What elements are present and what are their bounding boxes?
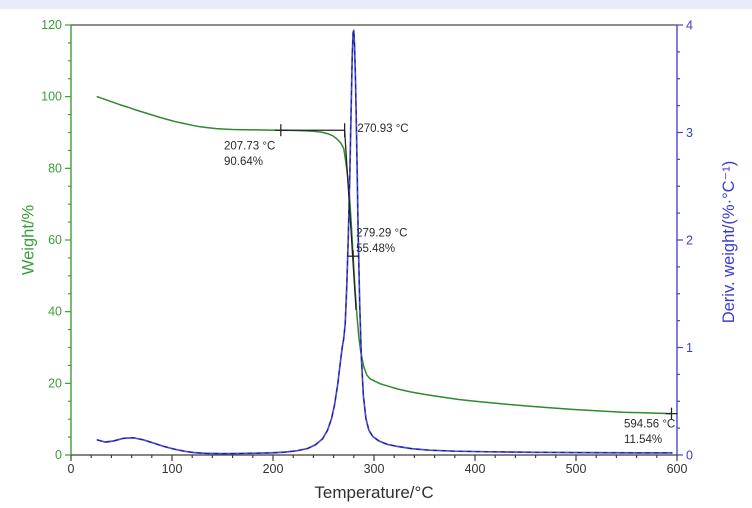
top-strip — [0, 0, 752, 9]
onset-point-label: 90.64% — [224, 156, 263, 168]
y-axis-title-right: Deriv. weight/(%·°C⁻¹) — [720, 160, 738, 324]
yl-tick-label: 120 — [41, 18, 62, 32]
yr-tick-label: 1 — [686, 341, 693, 355]
residue-point-label: 594.56 °C — [624, 418, 675, 430]
yl-tick-label: 100 — [41, 90, 62, 104]
x-tick-label: 100 — [162, 462, 183, 476]
x-tick-label: 500 — [566, 462, 587, 476]
x-tick-label: 0 — [68, 462, 75, 476]
y-axis-title-left: Weight/% — [19, 204, 38, 276]
x-tick-label: 400 — [465, 462, 486, 476]
yl-tick-label: 80 — [48, 161, 62, 175]
yr-tick-label: 0 — [686, 449, 693, 463]
yl-tick-label: 20 — [48, 376, 62, 390]
weight-curve — [96, 95, 673, 415]
yr-tick-label: 3 — [686, 126, 693, 140]
inflection-tangent-line — [344, 130, 357, 310]
x-tick-label: 600 — [667, 462, 688, 476]
x-axis-title: Temperature/°C — [314, 483, 434, 502]
deriv_weight-dashed-overlay — [97, 29, 672, 455]
yr-tick-label: 2 — [686, 234, 693, 248]
yr-tick-label: 4 — [686, 19, 693, 33]
yl-tick-label: 40 — [48, 305, 62, 319]
yl-tick-label: 0 — [55, 448, 62, 462]
midpoint-label: 55.48% — [356, 243, 395, 255]
residue-point-label: 11.54% — [624, 434, 662, 446]
yl-tick-label: 60 — [48, 233, 62, 247]
x-tick-label: 300 — [364, 462, 385, 476]
onset-point-label: 207.73 °C — [224, 140, 275, 152]
extrapolated-onset-point-label: 270.93 °C — [357, 123, 408, 135]
x-tick-label: 200 — [263, 462, 284, 476]
midpoint-label: 279.29 °C — [356, 227, 407, 239]
